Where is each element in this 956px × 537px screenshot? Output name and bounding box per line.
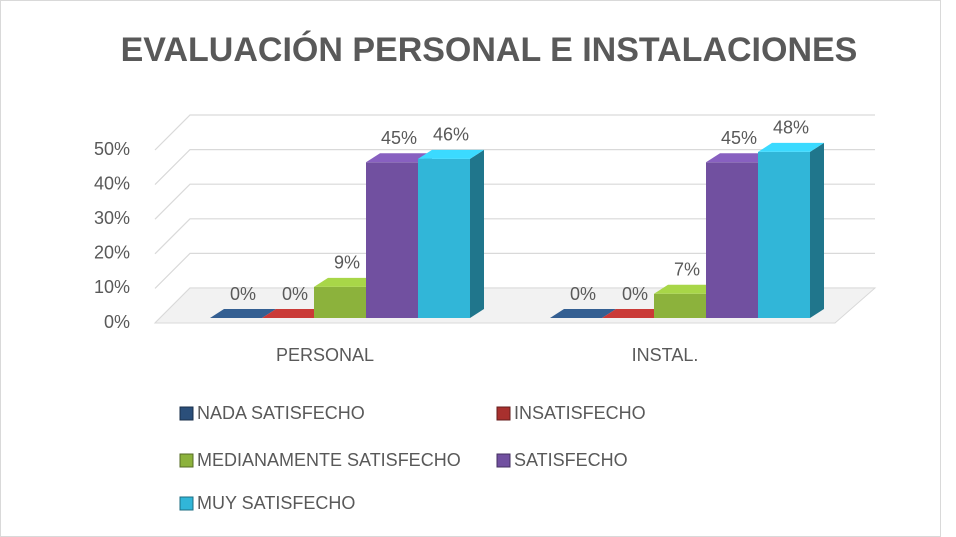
legend-swatch <box>179 406 194 421</box>
data-label: 46% <box>433 125 469 145</box>
y-tick-label: 0% <box>104 312 130 332</box>
data-label: 7% <box>674 260 700 280</box>
data-label: 45% <box>381 128 417 148</box>
legend-label: MUY SATISFECHO <box>197 493 355 513</box>
x-tick-label: INSTAL. <box>632 345 699 365</box>
data-label: 0% <box>570 284 596 304</box>
bar <box>758 151 810 318</box>
bar-side <box>470 149 484 318</box>
legend-swatch <box>179 496 194 511</box>
bar-top <box>602 309 668 318</box>
y-tick-label: 20% <box>94 243 130 263</box>
data-label: 48% <box>773 118 809 138</box>
grid-line <box>154 183 875 220</box>
bar <box>654 293 706 318</box>
legend-swatch <box>496 406 511 421</box>
grid-line <box>154 252 875 289</box>
data-label: 0% <box>282 284 308 304</box>
grid-line <box>154 114 875 151</box>
bar-top <box>314 277 380 287</box>
y-tick-label: 10% <box>94 277 130 297</box>
bar-top <box>210 309 276 318</box>
y-tick-label: 30% <box>94 208 130 228</box>
bar <box>366 162 418 318</box>
legend-label: NADA SATISFECHO <box>197 403 365 423</box>
bar-top <box>706 153 772 163</box>
bar-top <box>654 284 720 294</box>
legend-label: SATISFECHO <box>514 450 628 470</box>
data-label: 45% <box>721 128 757 148</box>
bar <box>418 158 470 318</box>
grid-line <box>154 218 875 255</box>
y-tick-label: 50% <box>94 139 130 159</box>
y-tick-label: 40% <box>94 173 130 193</box>
legend-label: MEDIANAMENTE SATISFECHO <box>197 450 461 470</box>
legend-swatch <box>179 453 194 468</box>
bar <box>314 286 366 318</box>
bar-top <box>366 153 432 163</box>
bar-top <box>418 149 484 159</box>
data-label: 0% <box>622 284 648 304</box>
legend-swatch <box>496 453 511 468</box>
data-label: 9% <box>334 253 360 273</box>
legend-label: INSATISFECHO <box>514 403 646 423</box>
bar <box>706 162 758 318</box>
bar-side <box>810 142 824 318</box>
grid-line <box>154 149 875 186</box>
data-label: 0% <box>230 284 256 304</box>
x-tick-label: PERSONAL <box>276 345 374 365</box>
bar-top <box>262 309 328 318</box>
bar-top <box>758 142 824 152</box>
bar-top <box>550 309 616 318</box>
chart-title: EVALUACIÓN PERSONAL E INSTALACIONES <box>121 31 858 69</box>
